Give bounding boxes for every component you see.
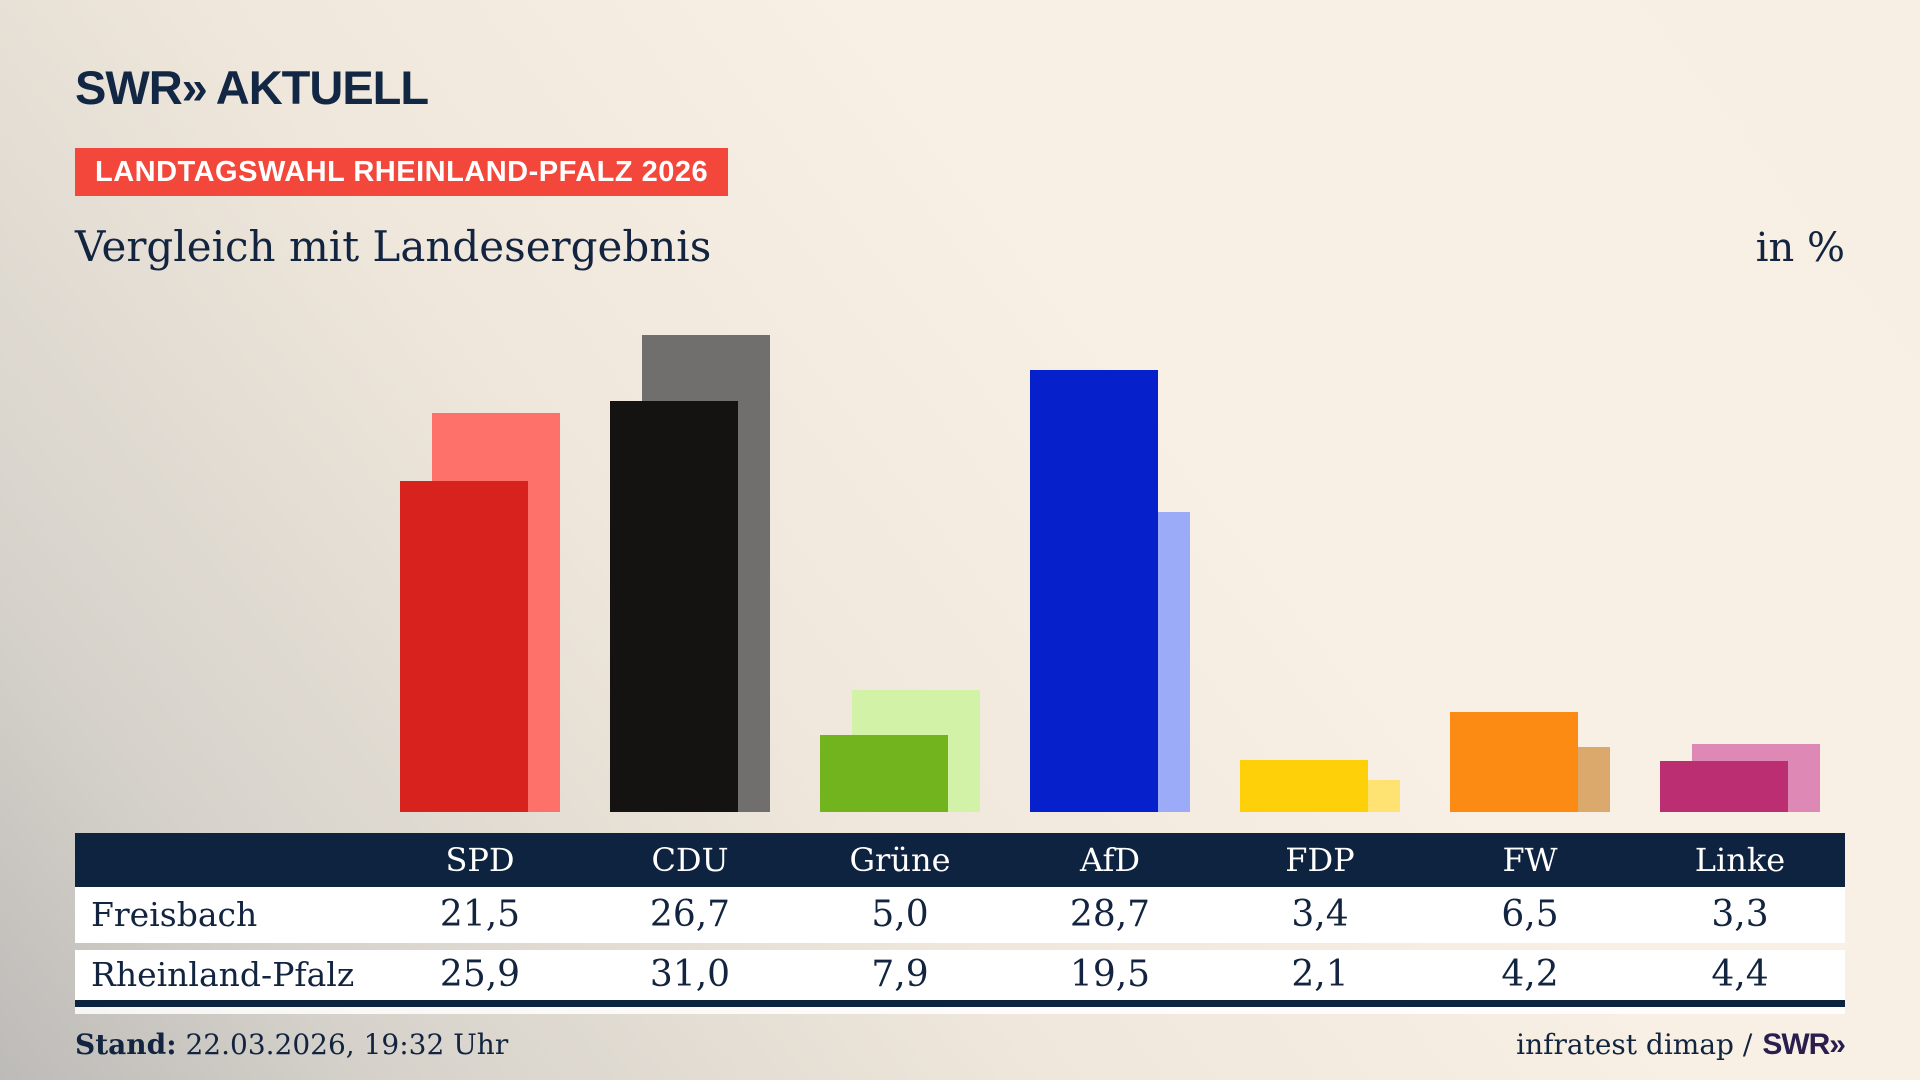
table-header-row: SPD CDU Grüne AfD FDP FW Linke xyxy=(75,833,1845,887)
source-attribution: infratest dimap / SWR» xyxy=(1516,1028,1846,1062)
value-spd: 25,9 xyxy=(439,954,521,995)
table-header-empty xyxy=(75,833,375,887)
value-afd: 28,7 xyxy=(1069,894,1151,935)
bar-chart xyxy=(75,0,1845,812)
bar-group-afd xyxy=(1005,0,1215,812)
footer: Stand: 22.03.2026, 19:32 Uhr infratest d… xyxy=(75,1028,1846,1062)
row-label: Freisbach xyxy=(91,895,258,934)
bar-linke-freisbach xyxy=(1660,761,1788,812)
value-grüne: 7,9 xyxy=(871,954,929,995)
bar-group-grüne xyxy=(795,0,1005,812)
value-grüne: 5,0 xyxy=(871,894,929,935)
table-header-grüne: Grüne xyxy=(849,841,951,879)
table-header-fdp: FDP xyxy=(1285,841,1355,879)
chart-title: Vergleich mit Landesergebnis xyxy=(75,222,712,271)
value-cdu: 31,0 xyxy=(649,954,731,995)
table-bottom-rule xyxy=(75,1000,1845,1007)
value-fw: 4,2 xyxy=(1501,954,1559,995)
bar-spd-freisbach xyxy=(400,480,528,812)
timestamp: Stand: 22.03.2026, 19:32 Uhr xyxy=(75,1028,508,1061)
election-badge: LANDTAGSWAHL RHEINLAND-PFALZ 2026 xyxy=(75,148,729,196)
bar-group-spd xyxy=(375,0,585,812)
swr-aktuell-logo: SWR» AKTUELL xyxy=(75,60,429,115)
value-linke: 3,3 xyxy=(1711,894,1769,935)
value-afd: 19,5 xyxy=(1069,954,1151,995)
table-row-freisbach: Freisbach 21,5 26,7 5,0 28,7 3,4 6,5 3,3 xyxy=(75,887,1845,943)
value-fdp: 3,4 xyxy=(1291,894,1349,935)
unit-label: in % xyxy=(1755,225,1845,271)
table-header-cdu: CDU xyxy=(651,841,729,879)
bar-grüne-freisbach xyxy=(820,735,948,812)
table-header-afd: AfD xyxy=(1079,841,1141,879)
row-label: Rheinland-Pfalz xyxy=(91,955,355,994)
table-header-linke: Linke xyxy=(1694,841,1786,879)
bar-group-linke xyxy=(1635,0,1845,812)
bar-cdu-freisbach xyxy=(610,400,738,812)
bar-group-fdp xyxy=(1215,0,1425,812)
source-text: infratest dimap / xyxy=(1516,1028,1753,1061)
table-bottom-highlight xyxy=(75,1007,1845,1014)
bar-fdp-freisbach xyxy=(1240,759,1368,812)
value-fw: 6,5 xyxy=(1501,894,1559,935)
results-table: SPD CDU Grüne AfD FDP FW Linke Freisbach 21,5 26… xyxy=(75,833,1845,1014)
logo-brand-text: SWR xyxy=(75,61,183,114)
table-row-rheinland-pfalz: Rheinland-Pfalz 25,9 31,0 7,9 19,5 2,1 4,2 4,4 xyxy=(75,950,1845,1000)
bar-group-cdu xyxy=(585,0,795,812)
table-header-fw: FW xyxy=(1502,841,1558,879)
bar-fw-freisbach xyxy=(1450,711,1578,812)
value-cdu: 26,7 xyxy=(649,894,731,935)
value-spd: 21,5 xyxy=(439,894,521,935)
stand-value: 22.03.2026, 19:32 Uhr xyxy=(185,1028,509,1061)
logo-product-text: AKTUELL xyxy=(215,61,429,114)
stand-label: Stand: xyxy=(75,1028,177,1061)
title-row: Vergleich mit Landesergebnis in % xyxy=(75,222,1845,271)
value-linke: 4,4 xyxy=(1711,954,1769,995)
table-body: Freisbach 21,5 26,7 5,0 28,7 3,4 6,5 3,3 Rheinla… xyxy=(75,887,1845,1000)
value-fdp: 2,1 xyxy=(1291,954,1349,995)
bar-afd-freisbach xyxy=(1030,370,1158,812)
table-header-spd: SPD xyxy=(445,841,515,879)
bar-group-fw xyxy=(1425,0,1635,812)
swr-footer-logo: SWR» xyxy=(1762,1028,1846,1061)
